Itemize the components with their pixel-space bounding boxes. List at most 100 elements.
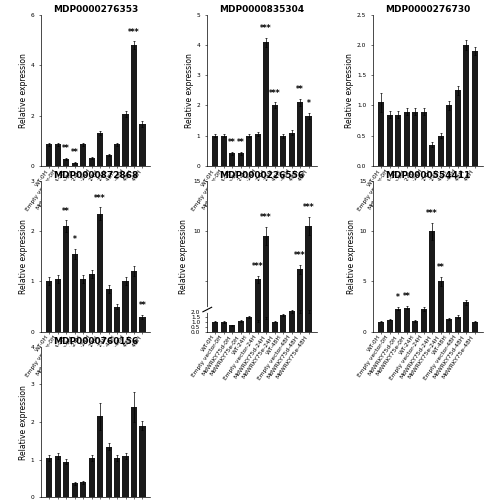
Bar bbox=[254, 321, 260, 332]
Bar bbox=[63, 226, 69, 332]
Bar bbox=[394, 114, 401, 166]
Bar bbox=[470, 51, 477, 166]
Bar bbox=[296, 270, 302, 332]
Bar bbox=[97, 416, 103, 498]
Bar bbox=[378, 322, 384, 332]
Bar bbox=[122, 282, 128, 332]
Bar bbox=[72, 162, 77, 166]
Text: ***: *** bbox=[128, 28, 139, 37]
Text: *: * bbox=[306, 100, 310, 108]
Bar bbox=[55, 456, 60, 498]
Text: **: ** bbox=[436, 264, 444, 272]
Bar bbox=[122, 456, 128, 498]
Bar bbox=[305, 312, 311, 332]
Bar bbox=[131, 272, 137, 332]
Text: **: ** bbox=[62, 206, 70, 216]
Bar bbox=[114, 306, 120, 332]
Bar bbox=[55, 279, 60, 332]
Bar bbox=[220, 322, 227, 332]
Text: **: ** bbox=[228, 138, 236, 147]
Bar bbox=[262, 236, 269, 332]
Bar bbox=[288, 311, 294, 332]
Text: ***: *** bbox=[268, 89, 280, 98]
Title: MDP0000760156: MDP0000760156 bbox=[53, 337, 138, 346]
Text: ***: *** bbox=[260, 24, 272, 33]
Text: **: ** bbox=[402, 292, 410, 302]
Text: ***: *** bbox=[251, 262, 263, 271]
Bar bbox=[55, 144, 60, 166]
Bar bbox=[212, 322, 218, 332]
Bar bbox=[420, 112, 426, 166]
Text: **: ** bbox=[236, 138, 244, 147]
Bar bbox=[139, 124, 145, 166]
Title: MDP0000276730: MDP0000276730 bbox=[384, 5, 469, 14]
Bar bbox=[114, 458, 120, 498]
Bar bbox=[46, 458, 52, 498]
Bar bbox=[122, 114, 128, 166]
Bar bbox=[296, 102, 302, 166]
Text: **: ** bbox=[62, 144, 70, 153]
Bar bbox=[305, 226, 311, 332]
Bar bbox=[131, 45, 137, 166]
Text: *: * bbox=[395, 294, 399, 302]
Bar bbox=[403, 112, 409, 166]
Bar bbox=[262, 42, 269, 166]
Y-axis label: Relative expression: Relative expression bbox=[179, 219, 188, 294]
Bar bbox=[271, 106, 277, 166]
Bar bbox=[46, 144, 52, 166]
Title: MDP0000872868: MDP0000872868 bbox=[53, 171, 138, 180]
Bar bbox=[445, 106, 451, 166]
Bar bbox=[437, 136, 443, 166]
Text: ***: *** bbox=[260, 213, 272, 222]
Bar bbox=[212, 136, 218, 166]
Bar bbox=[262, 318, 269, 332]
Title: MDP0000226556: MDP0000226556 bbox=[219, 171, 304, 180]
Bar bbox=[428, 144, 434, 166]
Bar bbox=[237, 321, 243, 332]
Bar bbox=[97, 133, 103, 166]
Bar bbox=[106, 289, 111, 332]
Text: ***: *** bbox=[302, 203, 314, 212]
Y-axis label: Relative expression: Relative expression bbox=[345, 53, 353, 128]
Bar bbox=[63, 158, 69, 166]
Bar bbox=[229, 326, 235, 332]
Bar bbox=[80, 144, 86, 166]
Text: ***: *** bbox=[94, 194, 106, 203]
Text: **: ** bbox=[296, 86, 303, 94]
Bar bbox=[462, 302, 468, 332]
Bar bbox=[279, 136, 286, 166]
Bar bbox=[386, 114, 392, 166]
Bar bbox=[428, 231, 434, 332]
Y-axis label: Relative expression: Relative expression bbox=[19, 53, 28, 128]
Bar bbox=[89, 274, 94, 332]
Bar bbox=[288, 132, 294, 166]
Bar bbox=[246, 136, 252, 166]
Bar bbox=[437, 282, 443, 332]
Text: ***: *** bbox=[294, 251, 305, 260]
Y-axis label: Relative expression: Relative expression bbox=[347, 219, 356, 294]
Y-axis label: Relative expression: Relative expression bbox=[184, 53, 194, 128]
Bar bbox=[46, 282, 52, 332]
Bar bbox=[386, 320, 392, 332]
Bar bbox=[72, 254, 77, 332]
Bar bbox=[470, 322, 477, 332]
Bar bbox=[411, 112, 417, 166]
Bar bbox=[80, 279, 86, 332]
Title: MDP0000554411: MDP0000554411 bbox=[384, 171, 469, 180]
Y-axis label: Relative expression: Relative expression bbox=[19, 384, 28, 460]
Bar bbox=[63, 462, 69, 498]
Bar bbox=[296, 312, 302, 332]
Bar bbox=[254, 280, 260, 332]
Bar bbox=[106, 155, 111, 166]
Bar bbox=[378, 102, 384, 166]
Bar bbox=[97, 214, 103, 332]
Y-axis label: Relative expression: Relative expression bbox=[19, 219, 28, 294]
Bar bbox=[106, 446, 111, 498]
Text: **: ** bbox=[71, 148, 78, 157]
Bar bbox=[89, 458, 94, 498]
Bar bbox=[80, 482, 86, 498]
Bar bbox=[89, 158, 94, 166]
Bar bbox=[131, 407, 137, 498]
Bar bbox=[462, 45, 468, 166]
Text: ***: *** bbox=[425, 209, 437, 218]
